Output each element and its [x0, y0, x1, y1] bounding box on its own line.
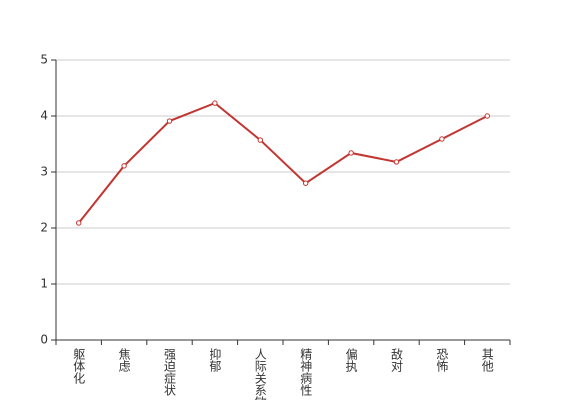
y-tick-label: 3: [40, 165, 48, 179]
y-tick-label: 1: [40, 277, 48, 291]
y-tick-label: 0: [40, 333, 48, 347]
point: [484, 113, 490, 119]
x-tick-label: 强迫症状: [163, 348, 177, 396]
x-tick-label: 焦虑: [117, 348, 131, 372]
x-tick-label: 其他: [480, 348, 494, 372]
x-tick-label: 人际关系敏感: [253, 348, 267, 400]
x-tick-label: 偏执: [344, 347, 358, 373]
point: [303, 180, 309, 186]
point: [76, 220, 82, 226]
point: [348, 150, 354, 156]
point: [212, 100, 218, 106]
point: [257, 137, 263, 143]
x-tick-label: 躯体化: [72, 347, 86, 385]
x-tick-label: 恐怖: [435, 348, 449, 372]
y-tick-label: 4: [40, 109, 48, 123]
point: [121, 163, 127, 169]
point: [166, 118, 173, 124]
point: [393, 159, 400, 165]
x-tick-label: 敌对: [390, 347, 404, 372]
x-tick-label: 抑郁: [208, 347, 222, 373]
point: [439, 136, 445, 142]
y-tick-label: 5: [40, 53, 48, 67]
y-tick-label: 2: [40, 221, 48, 235]
x-tick-label: 精神病性: [299, 348, 313, 397]
line: [77, 101, 488, 224]
